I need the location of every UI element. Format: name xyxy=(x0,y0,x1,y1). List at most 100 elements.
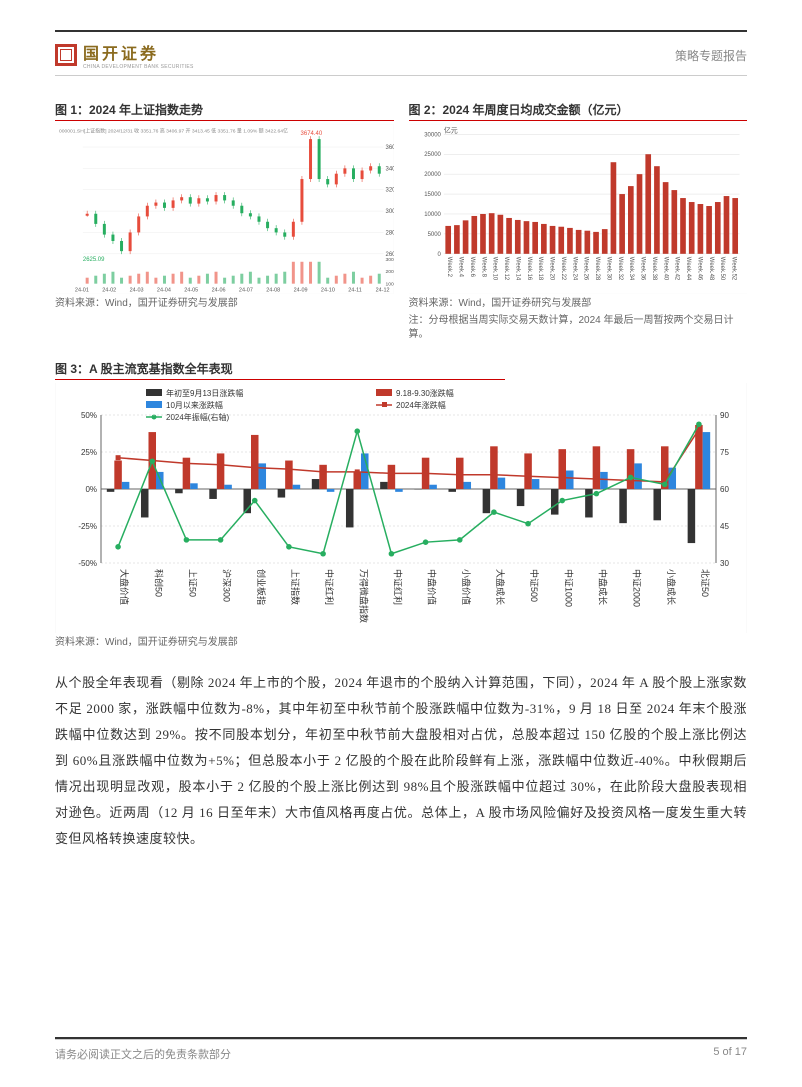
svg-text:24-05: 24-05 xyxy=(184,288,198,294)
svg-text:Week.26: Week.26 xyxy=(582,257,588,281)
chart1-area: 000001.SH[上证指数] 2024/12/31 收 3351.76 高 3… xyxy=(55,124,394,294)
svg-text:中证2000: 中证2000 xyxy=(632,569,643,607)
svg-text:Week.24: Week.24 xyxy=(571,257,577,281)
svg-text:中盘价值: 中盘价值 xyxy=(427,569,438,605)
top-rule xyxy=(55,30,747,32)
svg-text:Week.8: Week.8 xyxy=(480,257,486,278)
svg-text:24-03: 24-03 xyxy=(130,288,144,294)
svg-text:15000: 15000 xyxy=(424,192,441,198)
svg-text:90: 90 xyxy=(720,411,729,420)
logo-mark-icon xyxy=(55,44,77,66)
svg-text:25000: 25000 xyxy=(424,152,441,158)
svg-text:Week.46: Week.46 xyxy=(696,257,702,281)
svg-text:中证红利: 中证红利 xyxy=(392,569,403,605)
svg-text:上证50: 上证50 xyxy=(187,569,197,597)
svg-text:75: 75 xyxy=(720,448,729,457)
svg-text:上证指数: 上证指数 xyxy=(290,569,301,605)
svg-text:Week.22: Week.22 xyxy=(559,257,565,281)
svg-text:Week.40: Week.40 xyxy=(662,257,668,281)
chart1-col: 图 1：2024 年上证指数走势 000001.SH[上证指数] 2024/12… xyxy=(55,101,394,342)
page-header: 国开证券 CHINA DEVELOPMENT BANK SECURITIES 策… xyxy=(55,40,747,76)
page-footer: 请务必阅读正文之后的免责条款部分 5 of 17 xyxy=(55,1039,747,1062)
svg-text:Week.38: Week.38 xyxy=(650,257,656,281)
svg-text:Week.30: Week.30 xyxy=(605,257,611,281)
footer-disclaimer: 请务必阅读正文之后的免责条款部分 xyxy=(55,1046,231,1062)
svg-text:沪深300: 沪深300 xyxy=(222,569,233,602)
svg-text:5000: 5000 xyxy=(427,232,441,238)
svg-text:创业板指: 创业板指 xyxy=(256,569,267,605)
svg-text:中证1000: 中证1000 xyxy=(563,569,574,607)
svg-text:Week.14: Week.14 xyxy=(514,257,520,281)
svg-text:中盘成长: 中盘成长 xyxy=(597,569,608,605)
svg-text:24-10: 24-10 xyxy=(321,288,335,294)
chart3-source: 资料来源：Wind，国开证券研究与发展部 xyxy=(55,636,747,650)
svg-text:Week.48: Week.48 xyxy=(707,257,713,281)
svg-text:10000: 10000 xyxy=(424,212,441,218)
svg-text:Week.18: Week.18 xyxy=(537,257,543,281)
svg-text:45: 45 xyxy=(720,522,729,531)
chart-row-1: 图 1：2024 年上证指数走势 000001.SH[上证指数] 2024/12… xyxy=(55,101,747,342)
svg-text:Week.44: Week.44 xyxy=(685,257,691,281)
svg-text:Week.16: Week.16 xyxy=(525,257,531,281)
svg-text:小盘价值: 小盘价值 xyxy=(461,569,472,605)
svg-text:-25%: -25% xyxy=(78,522,97,531)
svg-text:24-11: 24-11 xyxy=(348,288,362,294)
chart2-source: 资料来源：Wind，国开证券研究与发展部 xyxy=(409,297,748,311)
svg-text:24-07: 24-07 xyxy=(239,288,253,294)
svg-text:9.18-9.30涨跌幅: 9.18-9.30涨跌幅 xyxy=(396,388,454,398)
svg-text:亿元: 亿元 xyxy=(443,125,457,134)
svg-text:3600: 3600 xyxy=(386,145,394,151)
svg-text:3000: 3000 xyxy=(386,209,394,215)
body-paragraph: 从个股全年表现看（剔除 2024 年上市的个股，2024 年退市的个股纳入计算范… xyxy=(55,670,747,852)
svg-text:3400: 3400 xyxy=(386,166,394,172)
chart3-title: 图 3：A 股主流宽基指数全年表现 xyxy=(55,360,505,380)
svg-text:2000: 2000 xyxy=(386,269,394,275)
svg-text:60: 60 xyxy=(720,485,729,494)
svg-text:Week.36: Week.36 xyxy=(639,257,645,281)
svg-text:24-09: 24-09 xyxy=(294,288,308,294)
svg-text:3674.40: 3674.40 xyxy=(301,131,323,137)
chart3-svg: 年初至9月13日涨跌幅9.18-9.30涨跌幅10月以来涨跌幅2024年涨跌幅2… xyxy=(55,383,747,633)
svg-text:小盘成长: 小盘成长 xyxy=(666,569,677,605)
svg-text:大盘价值: 大盘价值 xyxy=(119,569,130,605)
chart1-source: 资料来源：Wind，国开证券研究与发展部 xyxy=(55,297,394,311)
doc-type: 策略专题报告 xyxy=(675,47,747,64)
svg-text:北证50: 北证50 xyxy=(700,569,710,597)
svg-text:Week.32: Week.32 xyxy=(616,257,622,281)
svg-text:Week.52: Week.52 xyxy=(730,257,736,281)
svg-text:Week.50: Week.50 xyxy=(719,257,725,281)
svg-text:10月以来涨跌幅: 10月以来涨跌幅 xyxy=(166,400,223,410)
svg-text:30: 30 xyxy=(720,559,729,568)
chart2-title: 图 2：2024 年周度日均成交金额（亿元） xyxy=(409,101,748,121)
svg-text:24-04: 24-04 xyxy=(157,288,171,294)
svg-text:-50%: -50% xyxy=(78,559,97,568)
chart3-wrap: 图 3：A 股主流宽基指数全年表现 年初至9月13日涨跌幅9.18-9.30涨跌… xyxy=(55,360,747,650)
svg-text:25%: 25% xyxy=(81,448,97,457)
svg-text:30000: 30000 xyxy=(424,132,441,138)
svg-text:Week.42: Week.42 xyxy=(673,257,679,281)
svg-text:Week.10: Week.10 xyxy=(491,257,497,281)
svg-text:20000: 20000 xyxy=(424,172,441,178)
chart2-note: 注：分母根据当周实际交易天数计算，2024 年最后一周暂按两个交易日计算。 xyxy=(409,314,748,342)
chart2-col: 图 2：2024 年周度日均成交金额（亿元） 亿元050001000015000… xyxy=(409,101,748,342)
chart2-svg: 亿元050001000015000200002500030000Week.2We… xyxy=(409,124,748,294)
svg-text:2625.09: 2625.09 xyxy=(83,257,105,263)
svg-text:3200: 3200 xyxy=(386,188,394,194)
svg-text:Week.34: Week.34 xyxy=(628,257,634,281)
svg-text:2800: 2800 xyxy=(386,230,394,236)
svg-text:3000: 3000 xyxy=(386,257,394,263)
svg-text:50%: 50% xyxy=(81,411,97,420)
logo-text: 国开证券 xyxy=(83,40,194,64)
svg-text:Week.2: Week.2 xyxy=(446,257,452,278)
chart2-area: 亿元050001000015000200002500030000Week.2We… xyxy=(409,124,748,294)
svg-text:Week.20: Week.20 xyxy=(548,257,554,281)
svg-text:000001.SH[上证指数] 2024/12/31 收 3: 000001.SH[上证指数] 2024/12/31 收 3351.76 高 3… xyxy=(59,127,288,134)
svg-text:中证红利: 中证红利 xyxy=(324,569,335,605)
svg-text:大盘成长: 大盘成长 xyxy=(495,569,506,605)
svg-text:2024年振幅(右轴): 2024年振幅(右轴) xyxy=(166,412,229,422)
svg-text:2024年涨跌幅: 2024年涨跌幅 xyxy=(396,400,446,410)
svg-text:科创50: 科创50 xyxy=(153,569,164,597)
svg-text:中证500: 中证500 xyxy=(529,569,540,602)
svg-text:24-01: 24-01 xyxy=(75,288,89,294)
svg-text:Week.6: Week.6 xyxy=(468,257,474,278)
